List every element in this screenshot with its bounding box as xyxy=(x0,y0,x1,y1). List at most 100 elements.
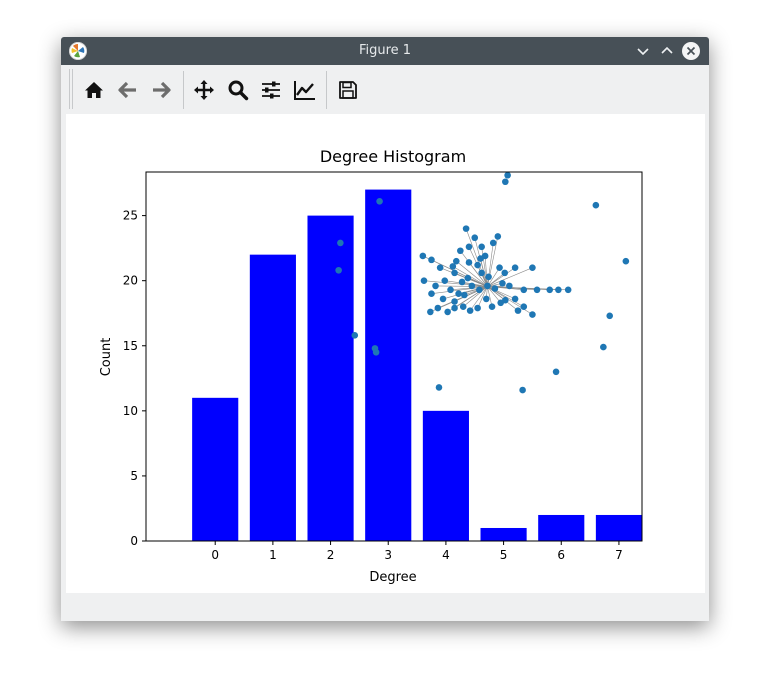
zoom-button[interactable] xyxy=(225,77,251,103)
network-edge xyxy=(481,246,488,287)
network-node xyxy=(447,286,454,294)
network-node xyxy=(439,295,447,303)
network-node xyxy=(478,269,485,277)
network-node xyxy=(494,233,502,240)
network-edge xyxy=(462,281,488,287)
histogram-bar xyxy=(192,397,239,541)
network-node xyxy=(451,298,458,305)
network-edge xyxy=(484,255,488,287)
x-tick-label: 3 xyxy=(384,548,392,562)
network-node xyxy=(455,290,462,297)
network-node xyxy=(520,303,528,311)
network-node xyxy=(478,243,485,251)
network-node xyxy=(514,307,522,314)
chart-title: Degree Histogram xyxy=(320,147,466,166)
network-node xyxy=(606,312,614,320)
x-tick-label: 5 xyxy=(500,548,508,562)
histogram-bar xyxy=(595,514,642,541)
x-tick-label: 7 xyxy=(615,548,623,562)
y-axis-label: Count xyxy=(99,338,114,377)
matplotlib-logo-icon xyxy=(69,42,87,60)
figure-window: Figure 1 xyxy=(61,37,709,621)
chevron-up-icon xyxy=(661,46,673,54)
home-button[interactable] xyxy=(81,77,107,103)
network-node xyxy=(427,308,434,316)
network-node xyxy=(461,291,468,299)
network-node xyxy=(501,269,509,277)
histogram-bar xyxy=(249,254,296,541)
network-node xyxy=(511,295,519,303)
back-button[interactable] xyxy=(115,77,141,103)
network-edge xyxy=(435,285,488,287)
network-node xyxy=(499,279,506,287)
network-node xyxy=(546,286,554,294)
axes-frame xyxy=(145,171,643,542)
edit-axis-icon xyxy=(294,81,315,100)
x-tick-label: 1 xyxy=(269,548,277,562)
forward-icon xyxy=(153,81,171,99)
figure-canvas[interactable]: Degree Histogram 0 1 2 3 4 5 6 7 0 5 10 15 20 25 Deg… xyxy=(66,114,705,593)
forward-button[interactable] xyxy=(148,77,174,103)
minimize-button[interactable] xyxy=(633,41,653,61)
network-node xyxy=(533,286,541,294)
network-node xyxy=(351,332,359,339)
network-node xyxy=(477,255,484,262)
network-edge xyxy=(487,286,501,303)
network-node xyxy=(419,252,427,260)
x-tick-label: 4 xyxy=(442,548,450,562)
network-node xyxy=(482,295,490,303)
network-node xyxy=(592,201,600,209)
histogram-bar xyxy=(480,527,527,541)
network-node xyxy=(434,304,442,312)
network-node xyxy=(529,264,536,271)
network-edge xyxy=(456,260,488,287)
network-node xyxy=(504,171,511,179)
network-node xyxy=(462,225,470,232)
network-node xyxy=(468,282,476,290)
maximize-button[interactable] xyxy=(657,41,677,61)
network-node xyxy=(449,263,457,270)
network-edge xyxy=(431,259,488,287)
toolbar-separator xyxy=(183,71,184,109)
network-node xyxy=(552,368,560,376)
network-edge xyxy=(467,277,488,287)
network-edge xyxy=(469,286,488,311)
network-node xyxy=(496,264,503,271)
network-node xyxy=(465,259,473,266)
network-node xyxy=(476,286,483,294)
network-edge xyxy=(487,272,505,287)
save-button[interactable] xyxy=(335,77,361,103)
network-edge xyxy=(487,267,533,287)
x-tick-label: 6 xyxy=(557,548,565,562)
network-edge xyxy=(487,286,493,307)
network-node xyxy=(452,257,460,265)
network-edge xyxy=(477,286,488,309)
network-node xyxy=(600,343,607,351)
network-edge xyxy=(487,286,506,301)
toolbar-grip-line xyxy=(72,69,73,109)
network-node xyxy=(372,348,380,356)
y-tick-label: 10 xyxy=(123,404,138,418)
degree-histogram-chart: Degree Histogram 0 1 2 3 4 5 6 7 0 5 10 15 20 25 Deg… xyxy=(99,147,643,585)
zoom-icon xyxy=(228,80,249,101)
home-icon xyxy=(85,82,103,98)
close-button[interactable] xyxy=(681,41,701,61)
network-node xyxy=(337,239,344,247)
title-bar[interactable]: Figure 1 xyxy=(61,37,709,65)
x-axis-label: Degree xyxy=(369,570,416,585)
network-node xyxy=(564,286,572,294)
network-node xyxy=(436,264,444,271)
network-edge xyxy=(487,267,516,287)
chevron-down-icon xyxy=(637,48,649,56)
y-tick-label: 5 xyxy=(130,469,138,483)
edit-axis-button[interactable] xyxy=(292,77,318,103)
y-tick-label: 15 xyxy=(123,339,138,353)
network-edge xyxy=(450,286,488,291)
network-node xyxy=(484,282,491,290)
network-node xyxy=(464,274,472,282)
network-node xyxy=(519,386,526,394)
pan-button[interactable] xyxy=(191,77,217,103)
configure-subplots-button[interactable] xyxy=(258,77,284,103)
network-node xyxy=(622,257,630,265)
toolbar-grip[interactable] xyxy=(69,69,70,109)
